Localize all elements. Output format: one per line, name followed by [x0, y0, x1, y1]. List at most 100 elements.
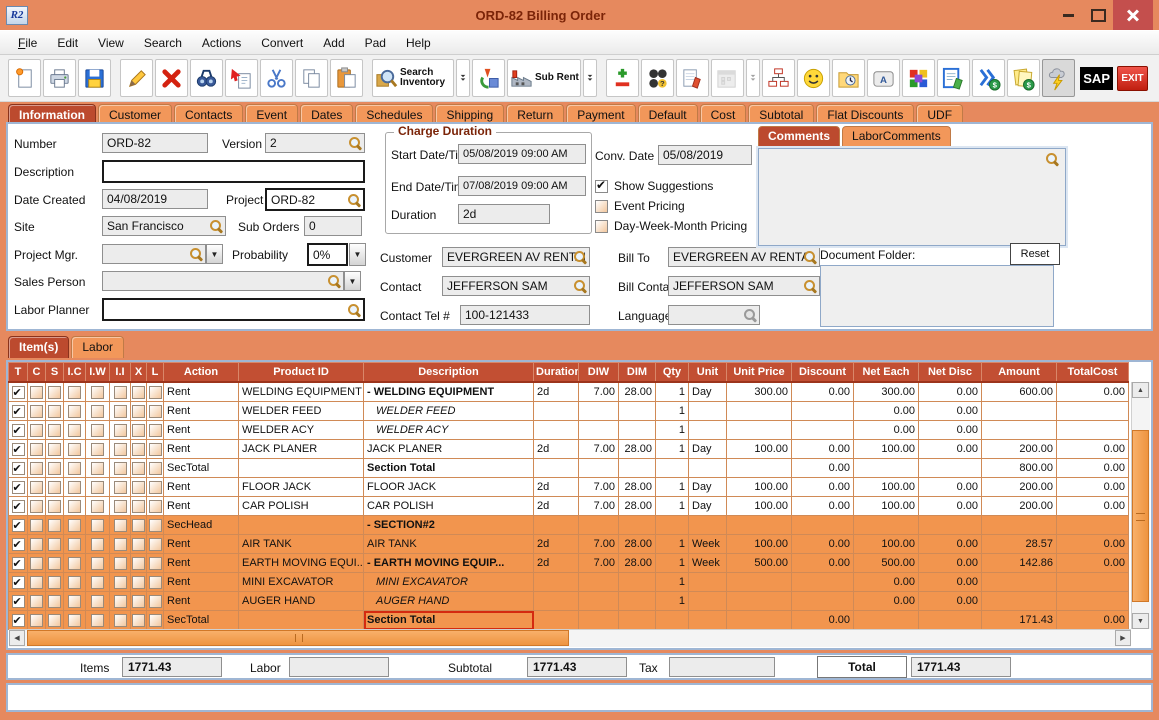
grid-cell[interactable] [146, 515, 164, 535]
grid-cell[interactable] [533, 572, 579, 592]
grid-cell[interactable]: Week [688, 534, 727, 554]
grid-cell[interactable] [981, 591, 1057, 611]
row-checkbox[interactable] [132, 461, 145, 475]
row-checkbox[interactable] [30, 594, 43, 608]
grid-cell[interactable]: 1 [655, 420, 689, 440]
description-field[interactable] [102, 160, 365, 183]
grid-cell[interactable] [27, 401, 46, 421]
bill-contact-field[interactable]: JEFFERSON SAM [668, 276, 820, 296]
grid-cell[interactable] [63, 496, 86, 516]
row-checkbox[interactable] [91, 518, 104, 532]
row-checkbox[interactable] [148, 499, 162, 513]
grid-cell[interactable]: Rent [163, 534, 239, 554]
grid-cell[interactable]: 0.00 [918, 591, 982, 611]
row-checkbox[interactable] [48, 461, 61, 475]
project-lookup-icon[interactable] [347, 193, 361, 207]
grid-cell[interactable]: 100.00 [726, 477, 792, 497]
grid-cell[interactable]: Day [688, 496, 727, 516]
project-mgr-lookup-icon[interactable] [189, 247, 203, 261]
grid-cell[interactable]: Section Total [363, 610, 534, 630]
grid-cell[interactable]: 0.00 [791, 381, 854, 402]
grid-cell[interactable] [109, 401, 131, 421]
org-chart-button[interactable] [761, 59, 795, 97]
grid-cell[interactable]: 0.00 [918, 477, 982, 497]
grid-cell[interactable] [655, 610, 689, 630]
grid-cell[interactable]: 0.00 [853, 420, 919, 440]
grid-cell[interactable]: 2d [533, 381, 579, 402]
grid-cell[interactable] [918, 610, 982, 630]
column-header[interactable]: Duration [533, 362, 579, 383]
grid-cell[interactable] [981, 420, 1057, 440]
document-folder-box[interactable] [820, 265, 1054, 327]
grid-cell[interactable]: 0.00 [853, 591, 919, 611]
row-checkbox[interactable] [148, 518, 162, 532]
grid-cell[interactable] [726, 515, 792, 535]
grid-cell[interactable] [27, 572, 46, 592]
exit-button[interactable]: EXIT [1116, 59, 1149, 97]
grid-cell[interactable]: AIR TANK [238, 534, 364, 554]
tab-laborcomments[interactable]: LaborComments [842, 126, 951, 146]
grid-cell[interactable]: 0.00 [918, 534, 982, 554]
row-checkbox[interactable] [148, 404, 162, 418]
row-checkbox[interactable] [11, 517, 25, 534]
billing-notes-button[interactable]: $ [1006, 59, 1040, 97]
row-checkbox[interactable] [11, 403, 25, 420]
contact-field[interactable]: JEFFERSON SAM [442, 276, 590, 296]
grid-cell[interactable]: 0.00 [791, 477, 854, 497]
comments-lookup-icon[interactable] [1045, 152, 1059, 166]
scroll-left-button[interactable]: ◀ [9, 630, 25, 646]
item-row[interactable]: SecHead - SECTION#2 [8, 515, 1129, 535]
grid-cell[interactable] [85, 572, 110, 592]
grid-cell[interactable] [8, 572, 28, 592]
grid-cell[interactable] [578, 572, 619, 592]
grid-cell[interactable] [63, 553, 86, 573]
tab-default[interactable]: Default [637, 104, 698, 126]
row-checkbox[interactable] [30, 575, 43, 589]
grid-cell[interactable] [85, 420, 110, 440]
grid-cell[interactable]: 0.00 [1056, 477, 1129, 497]
row-checkbox[interactable] [113, 423, 127, 437]
grid-cell[interactable] [238, 458, 364, 478]
grid-cell[interactable] [85, 401, 110, 421]
row-checkbox[interactable] [132, 499, 145, 513]
grid-cell[interactable]: 2d [533, 553, 579, 573]
grid-cell[interactable] [109, 439, 131, 459]
grid-cell[interactable] [618, 610, 656, 630]
bill-to-field[interactable]: EVERGREEN AV RENTALS [668, 247, 820, 267]
grid-cell[interactable] [45, 534, 64, 554]
close-button[interactable] [1113, 0, 1153, 30]
row-checkbox[interactable] [132, 404, 145, 418]
cut-button[interactable] [260, 59, 293, 97]
grid-cell[interactable] [688, 515, 727, 535]
tab-cost[interactable]: Cost [699, 104, 747, 126]
grid-cell[interactable] [146, 610, 164, 630]
row-checkbox[interactable] [68, 518, 81, 532]
grid-cell[interactable] [726, 420, 792, 440]
grid-cell[interactable] [109, 496, 131, 516]
grid-cell[interactable]: 200.00 [981, 477, 1057, 497]
grid-cell[interactable]: AUGER HAND [363, 591, 534, 611]
grid-cell[interactable]: 28.00 [618, 534, 656, 554]
conv-date-field[interactable]: 05/08/2019 [658, 145, 752, 165]
grid-cell[interactable] [655, 458, 689, 478]
grid-cell[interactable]: 1 [655, 381, 689, 402]
grid-cell[interactable]: 0.00 [1056, 553, 1129, 573]
grid-cell[interactable] [578, 515, 619, 535]
grid-cell[interactable]: Rent [163, 553, 239, 573]
grid-cell[interactable]: 7.00 [578, 534, 619, 554]
grid-cell[interactable] [109, 458, 131, 478]
grid-cell[interactable]: 171.43 [981, 610, 1057, 630]
grid-cell[interactable]: Day [688, 381, 727, 402]
sap-button[interactable]: SAP [1079, 59, 1114, 97]
grid-cell[interactable]: 0.00 [918, 401, 982, 421]
row-checkbox[interactable] [11, 574, 25, 591]
grid-cell[interactable] [63, 515, 86, 535]
grid-cell[interactable]: WELDER FEED [363, 401, 534, 421]
grid-cell[interactable]: WELDING EQUIPMENT [238, 381, 364, 402]
grid-cell[interactable]: Rent [163, 572, 239, 592]
grid-cell[interactable]: Rent [163, 439, 239, 459]
grid-cell[interactable] [109, 591, 131, 611]
row-checkbox[interactable] [132, 385, 145, 399]
row-checkbox[interactable] [30, 461, 43, 475]
project-field[interactable]: ORD-82 [265, 188, 365, 211]
